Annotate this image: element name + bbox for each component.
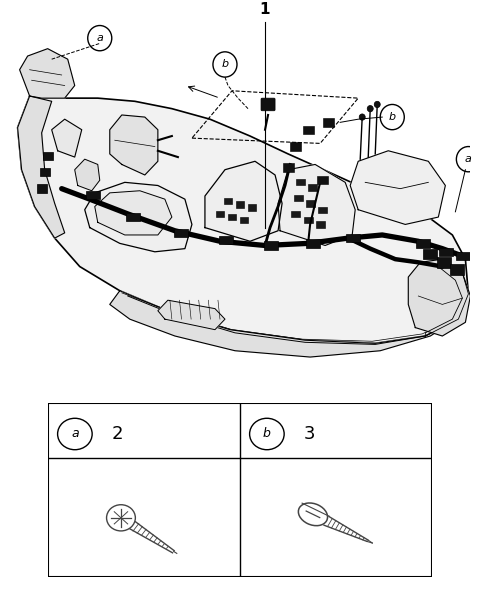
Polygon shape [408,259,470,336]
FancyBboxPatch shape [228,214,236,220]
FancyBboxPatch shape [294,195,303,201]
FancyBboxPatch shape [126,213,140,221]
FancyBboxPatch shape [416,239,431,247]
Polygon shape [18,96,468,343]
Polygon shape [75,159,100,191]
FancyBboxPatch shape [224,198,232,204]
FancyBboxPatch shape [308,185,317,191]
FancyBboxPatch shape [296,179,305,185]
Polygon shape [18,96,65,238]
FancyBboxPatch shape [240,217,248,223]
Text: a: a [465,154,472,164]
Text: 1: 1 [260,2,270,17]
FancyBboxPatch shape [43,152,53,160]
FancyBboxPatch shape [283,163,294,172]
Circle shape [367,105,373,112]
Text: 3: 3 [303,425,315,443]
FancyBboxPatch shape [40,168,49,176]
Circle shape [359,114,365,120]
FancyBboxPatch shape [423,249,437,259]
FancyBboxPatch shape [437,257,451,268]
Polygon shape [278,165,355,246]
Polygon shape [52,119,82,157]
FancyBboxPatch shape [450,265,464,275]
FancyBboxPatch shape [317,176,328,185]
FancyBboxPatch shape [216,211,224,217]
FancyBboxPatch shape [236,201,244,208]
FancyBboxPatch shape [291,211,300,217]
Text: a: a [96,33,103,43]
Polygon shape [85,182,192,252]
FancyBboxPatch shape [456,252,470,260]
FancyBboxPatch shape [323,118,334,127]
FancyBboxPatch shape [318,207,327,213]
FancyBboxPatch shape [316,221,325,227]
FancyBboxPatch shape [306,200,315,207]
Text: b: b [221,59,228,69]
FancyBboxPatch shape [36,185,47,193]
Text: b: b [263,427,271,440]
FancyBboxPatch shape [306,239,320,247]
Polygon shape [350,151,445,224]
FancyBboxPatch shape [346,234,360,242]
Polygon shape [158,300,225,330]
FancyBboxPatch shape [261,98,275,111]
FancyBboxPatch shape [248,204,256,211]
FancyBboxPatch shape [290,142,301,151]
FancyBboxPatch shape [86,191,100,199]
FancyBboxPatch shape [174,229,188,237]
FancyBboxPatch shape [304,217,313,223]
Circle shape [374,101,380,108]
Text: a: a [71,427,79,440]
Polygon shape [205,161,282,242]
FancyBboxPatch shape [48,403,432,577]
FancyBboxPatch shape [264,242,278,250]
Text: b: b [389,112,396,122]
FancyBboxPatch shape [303,126,314,134]
FancyBboxPatch shape [219,236,233,244]
FancyBboxPatch shape [439,247,454,256]
Polygon shape [95,191,172,235]
Polygon shape [20,49,75,98]
Text: 2: 2 [111,425,123,443]
Polygon shape [110,291,468,357]
Polygon shape [110,115,158,175]
